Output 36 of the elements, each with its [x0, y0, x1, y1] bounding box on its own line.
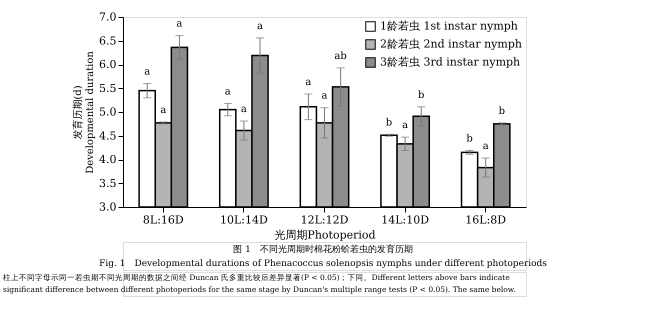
x-tick-label: 8L:16D [142, 214, 184, 226]
x-tick-label: 10L:14D [220, 214, 268, 226]
y-tick-label: 4.0 [99, 153, 116, 166]
annotation: a [482, 141, 489, 152]
x-tick-label: 12L:12D [300, 214, 349, 226]
annotation: a [224, 86, 231, 98]
y-tick-label: 4.5 [99, 129, 116, 142]
x-axis-title: 光周期Photoperiod [274, 228, 376, 242]
annotation: b [386, 117, 392, 128]
text: Fig. 1 Developmental durations of Phenacoccus solenopsis nymphs under different photoperiods [99, 259, 548, 269]
text: 图 1 不同光周期时棉花粉蚧若虫的发育历期 [233, 244, 413, 255]
annotation: a [160, 104, 166, 116]
annotation: a [144, 66, 150, 78]
annotation: b [466, 133, 473, 144]
y-tick-label: 6.0 [99, 58, 116, 71]
y-tick-label: 6.5 [99, 34, 116, 48]
y-tick-label: 5.0 [99, 106, 116, 118]
annotation: b [418, 90, 424, 101]
annotation: a [322, 90, 328, 102]
legend-label: 1龄若虫 1st instar nymph [380, 20, 518, 32]
annotation: a [257, 20, 264, 32]
annotation: a [176, 18, 182, 30]
annotation: a [402, 120, 408, 132]
legend-label: 3龄若虫 3rd instar nymph [380, 56, 520, 68]
y-tick-label: 3.0 [99, 200, 116, 214]
annotation: a [305, 76, 312, 88]
x-tick-label: 16L:8D [465, 214, 506, 226]
x-tick-label: 14L:10D [381, 214, 430, 226]
legend-label: 2龄若虫 2nd instar nymph [380, 38, 522, 50]
annotation: b [498, 106, 506, 117]
y-tick-label: 5.5 [99, 82, 116, 95]
y-axis-title: 发育历期(d) Developmental duration [72, 50, 96, 174]
y-tick-label: 3.5 [99, 176, 116, 190]
annotation: ab [334, 50, 347, 62]
y-tick-label: 7.0 [99, 10, 116, 24]
annotation: a [240, 104, 247, 116]
